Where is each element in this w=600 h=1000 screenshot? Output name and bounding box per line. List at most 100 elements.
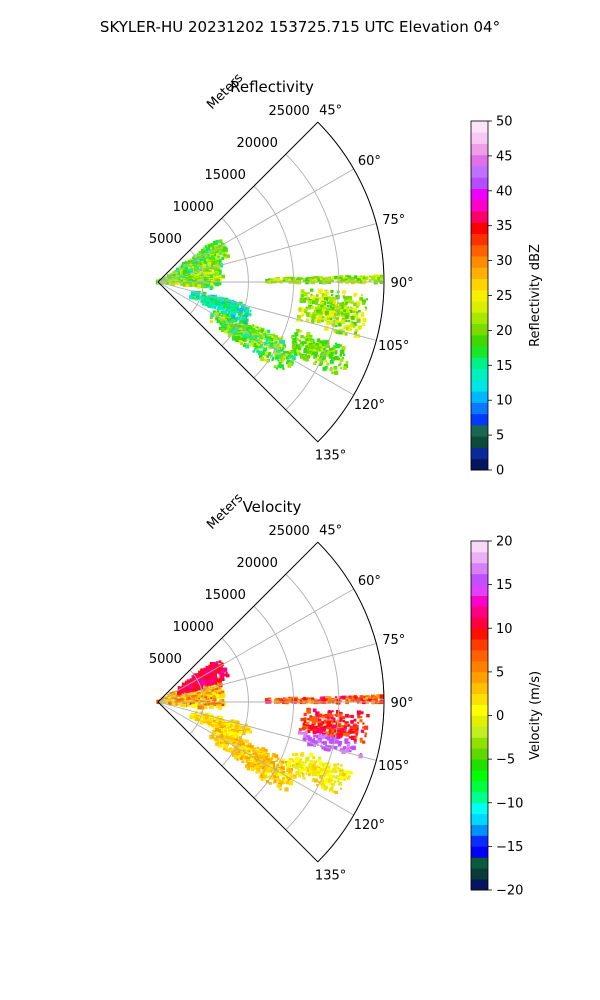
echo-gate [296,328,300,333]
echo-gate [323,729,326,732]
echo-gate [335,713,340,717]
angle-tick-label: 105° [378,339,409,354]
echo-gate [373,698,378,703]
echo-gate [315,357,319,361]
angle-tick-label: 45° [319,523,342,538]
echo-gate [342,290,346,294]
echo-gate [323,773,327,777]
echo-gate [222,313,225,316]
echo-gate [215,278,220,284]
echo-gate [210,701,214,705]
echo-gate [217,305,220,308]
echo-gate [302,697,307,702]
echo-gate [348,300,351,304]
echo-gate [309,336,312,340]
echo-gate [230,330,234,335]
echo-gate [338,769,341,772]
echo-gate [311,316,316,321]
echo-gate [286,767,291,772]
echo-gate [306,709,311,714]
echo-gate [243,306,247,311]
colorbar-segment [471,879,488,891]
echo-gate [212,310,216,314]
echo-region [297,707,370,759]
echo-gate [258,765,262,769]
echo-gate [198,281,202,285]
echo-gate [324,713,329,719]
echo-gate [313,725,318,730]
echo-gate [191,266,195,269]
echo-gate [354,735,358,738]
echo-gate [332,742,335,745]
echo-gate [230,719,235,724]
echo-gate [280,349,283,352]
echo-gate [254,348,257,351]
echo-gate [333,735,336,738]
echo-gate [287,353,291,358]
echo-gate [219,699,223,703]
echo-gate [195,704,199,708]
echo-gate [324,318,327,322]
echo-gate [223,321,227,325]
echo-gate [189,715,194,719]
echo-gate [192,296,195,300]
echo-gate [326,304,330,308]
echo-gate [222,747,226,751]
echo-gate [357,713,360,716]
echo-gate [356,303,360,307]
echo-gate [345,748,350,753]
echo-gate [334,729,338,733]
echo-gate [342,732,347,736]
echo-gate [315,734,320,739]
echo-gate [329,301,333,305]
echo-gate [191,267,195,271]
colorbar-segment [471,650,488,662]
echo-gate [261,766,266,770]
echo-gate [309,717,314,722]
echo-gate [239,316,244,321]
echo-gate [319,775,323,779]
colorbar-segment [471,256,488,268]
colorbar-segment [471,573,488,586]
echo-gate [227,318,232,322]
colorbar-tick-label: 20 [496,535,513,550]
echo-gate [348,695,352,699]
echo-gate [211,266,215,270]
echo-gate [194,283,199,288]
echo-gate [325,731,329,736]
colorbar-segment [471,759,488,771]
echo-gate [245,744,248,747]
echo-gate [321,746,325,750]
echo-gate [166,702,169,705]
chart-title: Reflectivity [230,78,314,96]
echo-gate [266,355,269,358]
echo-gate [285,350,289,354]
echo-gate [293,764,296,768]
echo-gate [188,268,193,273]
echo-gate [240,746,243,749]
echo-gate [297,277,301,281]
echo-gate [319,290,323,294]
echo-gate [317,774,320,778]
echo-gate [282,777,285,781]
echo-gate [213,695,216,698]
echo-gate [284,787,289,792]
echo-gate [220,744,225,748]
echo-gate [250,767,255,771]
echo-gate [263,771,268,776]
echo-gate [201,298,205,302]
colorbar-segment [471,846,488,858]
angle-tick-label: 120° [354,398,385,413]
echo-gate [209,705,214,709]
echo-gate [379,694,385,699]
radial-tick-label: 15000 [205,588,246,603]
echo-gate [247,330,251,334]
echo-gate [178,271,182,275]
echo-gate [254,749,258,752]
echo-gate [214,686,217,689]
echo-gate [288,781,294,786]
echo-gate [203,705,208,710]
echo-gate [213,736,216,739]
echo-gate [300,293,305,298]
angle-tick-label: 60° [358,574,381,589]
